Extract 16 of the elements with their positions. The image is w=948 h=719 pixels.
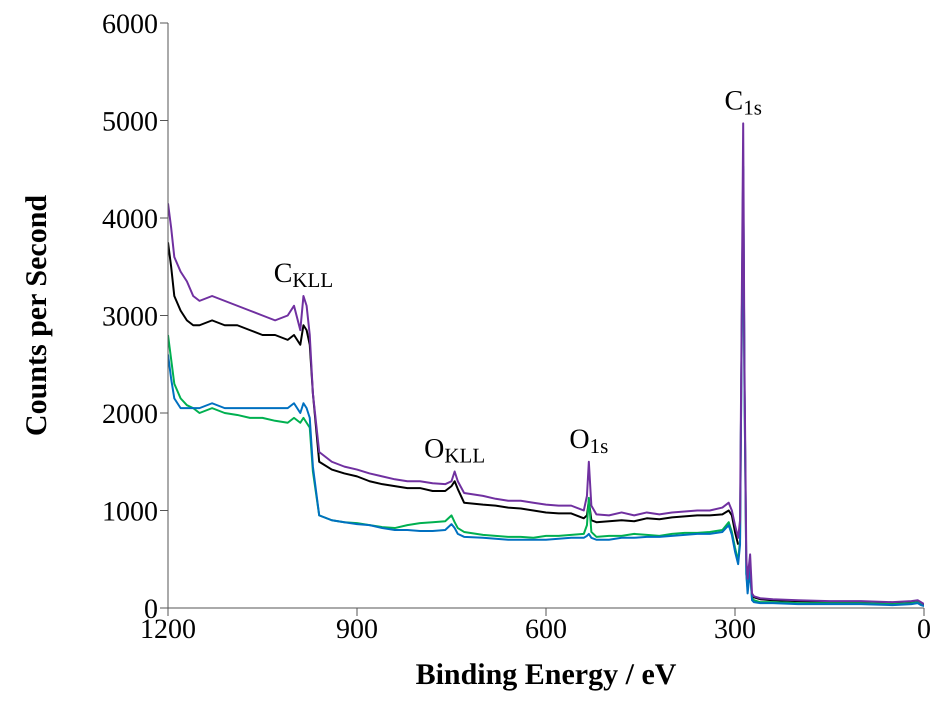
x-tick-label: 0 bbox=[917, 614, 931, 645]
annotation: C$_{1s}$ bbox=[724, 85, 762, 120]
y-tick-label: 4000 bbox=[102, 204, 158, 235]
y-tick-label: 3000 bbox=[102, 301, 158, 332]
x-tick-label: 900 bbox=[336, 614, 378, 645]
annotation: C$_{KLL}$ bbox=[274, 258, 334, 292]
x-axis-title: Binding Energy / eV bbox=[416, 658, 677, 691]
y-tick-label: 2000 bbox=[102, 398, 158, 430]
x-tick-label: 600 bbox=[525, 614, 567, 645]
annotation: O$_{KLL}$ bbox=[424, 434, 486, 468]
y-tick-label: 5000 bbox=[102, 106, 158, 138]
x-tick-label: 300 bbox=[714, 614, 756, 645]
y-tick-label: 6000 bbox=[102, 8, 158, 40]
y-tick-label: 1000 bbox=[102, 496, 158, 528]
annotation: O$_{1s}$ bbox=[569, 424, 608, 458]
y-axis-title: Counts per Second bbox=[20, 194, 53, 436]
